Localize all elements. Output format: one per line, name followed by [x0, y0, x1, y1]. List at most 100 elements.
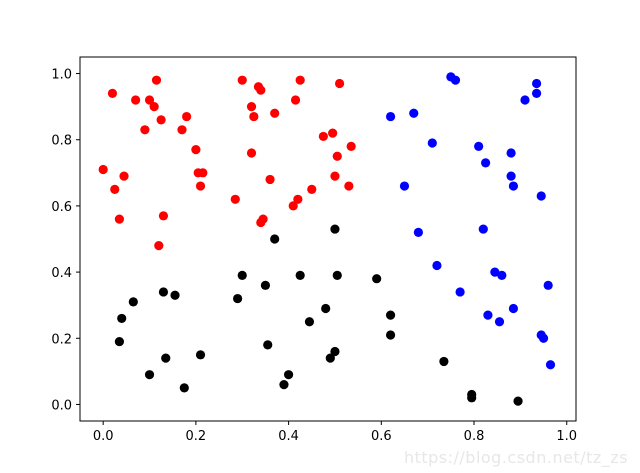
data-point	[409, 109, 418, 118]
data-point	[99, 165, 108, 174]
data-point	[196, 181, 205, 190]
data-point	[110, 185, 119, 194]
data-point	[238, 76, 247, 85]
data-point	[532, 89, 541, 98]
data-point	[108, 89, 117, 98]
data-point	[150, 102, 159, 111]
data-point	[321, 304, 330, 313]
data-point	[328, 129, 337, 138]
data-point	[182, 112, 191, 121]
data-point	[386, 330, 395, 339]
data-point	[432, 261, 441, 270]
data-point	[154, 241, 163, 250]
data-point	[386, 311, 395, 320]
data-point	[249, 112, 258, 121]
data-point	[279, 380, 288, 389]
data-point	[507, 148, 516, 157]
data-point	[131, 95, 140, 104]
y-tick-label: 0.4	[51, 266, 72, 281]
data-point	[509, 181, 518, 190]
data-point	[284, 370, 293, 379]
y-tick-label: 0.6	[51, 200, 72, 215]
data-point	[509, 304, 518, 313]
data-point	[330, 347, 339, 356]
data-point	[233, 294, 242, 303]
data-point	[263, 340, 272, 349]
data-point	[296, 76, 305, 85]
data-point	[157, 115, 166, 124]
data-point	[261, 281, 270, 290]
data-point	[386, 112, 395, 121]
data-point	[231, 195, 240, 204]
data-point	[129, 297, 138, 306]
x-tick-label: 0.8	[464, 429, 485, 444]
data-point	[117, 314, 126, 323]
data-point	[479, 224, 488, 233]
x-tick-label: 0.4	[278, 429, 299, 444]
data-point	[180, 383, 189, 392]
data-point	[483, 311, 492, 320]
data-point	[293, 195, 302, 204]
data-point	[296, 271, 305, 280]
watermark-text: https://blog.csdn.net/tz_zs	[404, 448, 628, 467]
data-point	[115, 337, 124, 346]
data-point	[414, 228, 423, 237]
data-point	[474, 142, 483, 151]
data-point	[177, 125, 186, 134]
plot-area	[80, 57, 576, 421]
data-point	[497, 271, 506, 280]
data-point	[513, 397, 522, 406]
data-point	[159, 287, 168, 296]
data-point	[456, 287, 465, 296]
data-point	[152, 76, 161, 85]
data-point	[196, 350, 205, 359]
data-point	[319, 132, 328, 141]
data-point	[305, 317, 314, 326]
data-point	[330, 172, 339, 181]
x-tick-label: 1.0	[556, 429, 577, 444]
data-point	[333, 152, 342, 161]
data-point	[238, 271, 247, 280]
data-point	[451, 76, 460, 85]
data-point	[291, 95, 300, 104]
data-point	[537, 191, 546, 200]
data-point	[270, 234, 279, 243]
data-point	[539, 334, 548, 343]
data-point	[161, 354, 170, 363]
data-point	[335, 79, 344, 88]
data-point	[140, 125, 149, 134]
y-tick-label: 0.0	[51, 398, 72, 413]
x-tick-label: 0.2	[186, 429, 207, 444]
data-point	[481, 158, 490, 167]
data-point	[372, 274, 381, 283]
data-point	[520, 95, 529, 104]
x-tick-label: 0.6	[371, 429, 392, 444]
data-point	[170, 291, 179, 300]
data-point	[428, 138, 437, 147]
data-point	[507, 172, 516, 181]
data-point	[265, 175, 274, 184]
y-tick-label: 0.2	[51, 332, 72, 347]
y-tick-label: 0.8	[51, 134, 72, 149]
data-point	[532, 79, 541, 88]
data-point	[119, 172, 128, 181]
data-point	[247, 148, 256, 157]
data-point	[198, 168, 207, 177]
data-point	[546, 360, 555, 369]
data-point	[159, 211, 168, 220]
data-point	[495, 317, 504, 326]
data-point	[270, 109, 279, 118]
y-tick-label: 1.0	[51, 68, 72, 83]
data-point	[439, 357, 448, 366]
data-point	[400, 181, 409, 190]
data-point	[333, 271, 342, 280]
data-point	[330, 224, 339, 233]
data-point	[145, 370, 154, 379]
data-point	[307, 185, 316, 194]
data-point	[344, 181, 353, 190]
data-point	[467, 393, 476, 402]
x-tick-label: 0.0	[93, 429, 114, 444]
data-point	[256, 85, 265, 94]
data-point	[115, 215, 124, 224]
data-point	[259, 215, 268, 224]
